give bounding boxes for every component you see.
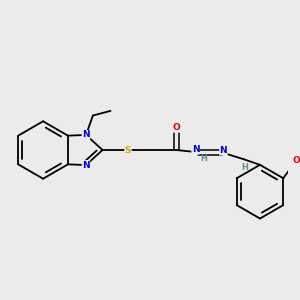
Text: N: N — [82, 130, 90, 140]
Text: N: N — [82, 160, 90, 169]
Text: H: H — [242, 163, 249, 172]
Text: O: O — [292, 156, 300, 165]
Text: O: O — [172, 123, 180, 132]
Text: H: H — [200, 154, 207, 163]
Text: N: N — [192, 145, 200, 154]
Text: S: S — [125, 146, 131, 154]
Text: N: N — [220, 146, 227, 155]
